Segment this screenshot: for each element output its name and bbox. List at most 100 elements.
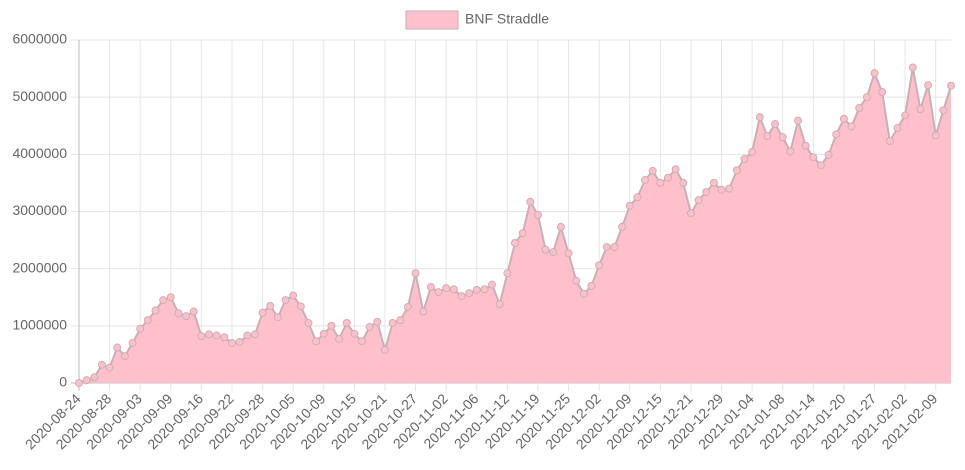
point: [449, 285, 458, 294]
point: [273, 313, 282, 322]
point: [335, 334, 344, 343]
point: [732, 166, 741, 175]
point: [725, 184, 734, 193]
point: [870, 69, 879, 78]
point: [717, 185, 726, 194]
point: [258, 308, 267, 317]
point: [633, 193, 642, 202]
point: [358, 337, 367, 346]
point: [878, 88, 887, 97]
point: [189, 307, 198, 316]
point: [312, 337, 321, 346]
point: [511, 238, 519, 247]
point: [832, 130, 841, 139]
point: [809, 153, 818, 162]
point: [916, 105, 925, 114]
point: [740, 154, 749, 163]
point: [75, 379, 83, 387]
point: [480, 285, 489, 294]
point: [197, 332, 206, 341]
point: [90, 373, 99, 382]
point: [679, 178, 688, 187]
point: [243, 331, 252, 340]
point: [411, 269, 420, 278]
point: [771, 120, 780, 129]
point: [855, 104, 864, 113]
point: [205, 330, 214, 339]
point: [166, 293, 175, 302]
point: [924, 81, 933, 90]
point: [266, 301, 275, 310]
point: [388, 318, 397, 327]
point: [495, 300, 504, 309]
point: [862, 93, 871, 102]
point: [182, 312, 191, 321]
point: [380, 345, 389, 354]
point: [947, 81, 955, 90]
point: [212, 331, 221, 340]
y-tick-label: 0: [59, 374, 67, 390]
point: [143, 316, 152, 325]
point: [641, 176, 650, 185]
point: [847, 122, 856, 131]
y-tick-label: 1000000: [12, 317, 67, 333]
point: [541, 245, 550, 254]
legend-swatch: [405, 10, 459, 30]
point: [549, 248, 558, 257]
point: [465, 289, 474, 298]
point: [296, 302, 305, 311]
point: [457, 292, 466, 301]
point: [587, 281, 596, 290]
point: [533, 210, 542, 219]
point: [748, 148, 757, 157]
point: [250, 330, 259, 339]
point: [227, 338, 236, 347]
point: [426, 282, 435, 291]
point: [128, 338, 137, 347]
point: [816, 161, 825, 170]
point: [694, 196, 703, 205]
point: [419, 307, 428, 316]
point: [373, 317, 382, 326]
point: [518, 229, 527, 238]
point: [488, 280, 497, 289]
point: [327, 321, 336, 330]
point: [113, 343, 122, 352]
point: [602, 242, 611, 251]
point: [503, 269, 512, 278]
point: [365, 322, 374, 331]
point: [342, 318, 351, 327]
point: [824, 150, 833, 159]
point: [908, 63, 917, 72]
point: [656, 178, 665, 187]
point: [319, 329, 328, 338]
point: [281, 296, 290, 305]
y-tick-label: 5000000: [12, 88, 67, 104]
point: [671, 165, 680, 174]
y-tick-label: 4000000: [12, 145, 67, 161]
point: [120, 352, 129, 361]
point: [763, 132, 772, 141]
point: [702, 188, 711, 197]
point: [755, 113, 764, 122]
point: [572, 276, 581, 285]
point: [786, 147, 795, 156]
point: [472, 285, 481, 294]
point: [931, 131, 940, 140]
point: [82, 376, 91, 385]
point: [893, 124, 902, 133]
point: [174, 309, 183, 318]
point: [434, 288, 443, 297]
point: [618, 222, 627, 231]
y-tick-label: 6000000: [12, 31, 67, 47]
point: [442, 284, 451, 293]
point: [289, 291, 298, 300]
point: [136, 324, 145, 333]
area: [79, 67, 951, 383]
point: [235, 337, 244, 346]
point: [686, 209, 695, 218]
point: [610, 242, 619, 251]
point: [350, 329, 359, 338]
point: [663, 173, 672, 182]
